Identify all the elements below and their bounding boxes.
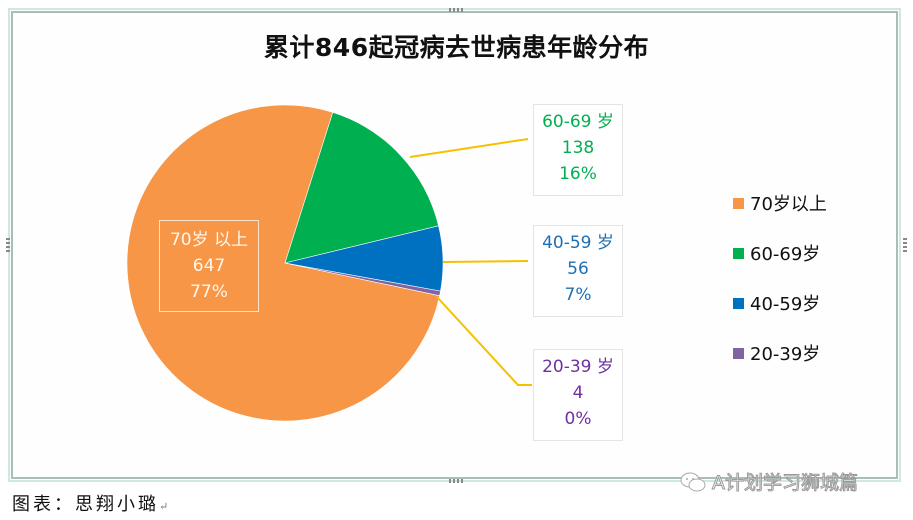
pie-slices [126,104,444,422]
legend-item-20-39: 20-39岁 [733,328,827,378]
legend-item-40-59: 40-59岁 [733,278,827,328]
data-label-70-plus: 70岁 以上 647 77% [159,220,259,312]
caption-text: 图表：思翔小璐 [12,494,159,515]
data-label-percent: 16% [559,164,597,184]
data-label-60-69: 60-69 岁 138 16% [533,104,623,196]
legend-swatch-green [733,247,744,259]
data-label-name: 20-39 岁 [542,357,614,377]
data-label-name: 40-59 岁 [542,233,614,253]
slice-20-39 [284,262,441,297]
legend-label: 40-59岁 [750,294,821,315]
watermark-text: A计划学习狮城篇 [712,472,859,495]
resize-handle-bottom[interactable] [449,479,463,483]
legend-label: 60-69岁 [750,244,821,265]
legend-swatch-purple [733,347,744,359]
wechat-icon [680,472,706,491]
legend-swatch-orange [733,197,744,209]
data-label-value: 647 [192,256,226,276]
chart-title: 累计846起冠病去世病患年龄分布 [263,33,650,62]
data-label-value: 4 [572,383,584,403]
data-label-40-59: 40-59 岁 56 7% [533,225,623,317]
watermark: A计划学习狮城篇 [680,468,859,495]
data-label-percent: 7% [564,285,592,305]
leader-line-40-59 [442,260,529,263]
figure-caption: 图表：思翔小璐↵ [12,490,168,516]
leader-line-60-69 [409,138,529,158]
legend-item-70-plus: 70岁以上 [733,178,827,228]
leader-line-20-39 [436,296,532,386]
data-label-percent: 0% [564,409,592,429]
chart-legend: 70岁以上 60-69岁 40-59岁 20-39岁 [733,178,827,378]
data-label-value: 56 [567,259,589,279]
legend-label: 20-39岁 [750,344,821,365]
data-label-value: 138 [561,138,595,158]
resize-handle-top[interactable] [449,8,463,12]
resize-handle-right[interactable] [903,238,907,252]
legend-swatch-blue [733,297,744,309]
legend-label: 70岁以上 [750,194,827,215]
data-label-percent: 77% [190,282,228,302]
slice-70-plus [126,104,440,422]
leader-lines [409,138,532,386]
slice-60-69 [284,112,439,264]
data-label-20-39: 20-39 岁 4 0% [533,349,623,441]
paragraph-mark-icon: ↵ [159,500,169,513]
data-label-name: 70岁 以上 [169,230,249,250]
legend-item-60-69: 60-69岁 [733,228,827,278]
resize-handle-left[interactable] [6,238,10,252]
data-label-name: 60-69 岁 [542,112,614,132]
